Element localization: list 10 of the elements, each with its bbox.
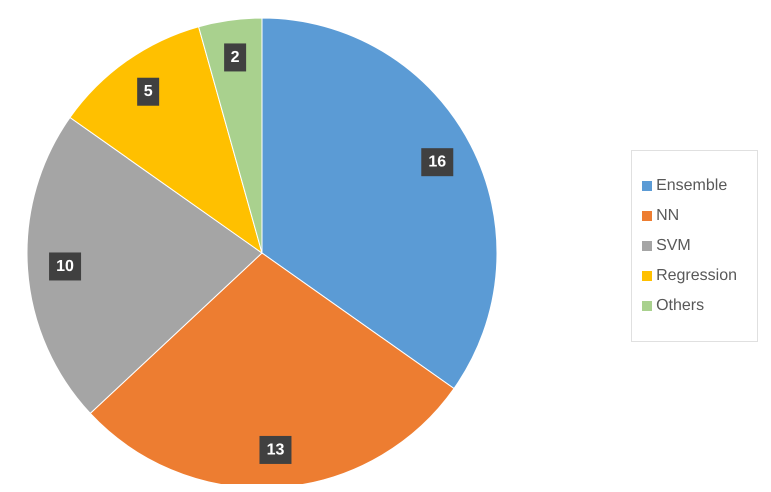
legend-label: Others xyxy=(656,297,704,314)
legend-label: NN xyxy=(656,207,680,224)
data-label: 2 xyxy=(230,48,240,66)
data-label: 13 xyxy=(266,441,284,458)
legend-label: SVM xyxy=(656,237,691,254)
data-label: 16 xyxy=(428,154,446,171)
legend-label: Ensemble xyxy=(656,177,728,194)
data-label: 10 xyxy=(56,258,74,275)
data-label: 5 xyxy=(144,83,153,100)
legend-label: Regression xyxy=(656,267,737,284)
